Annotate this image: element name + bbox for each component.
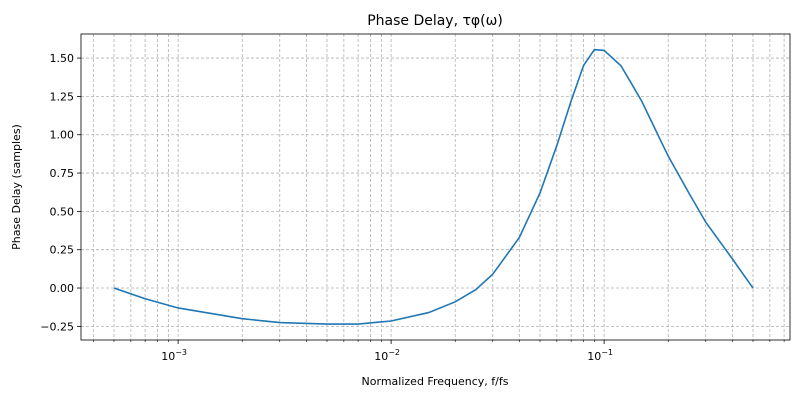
x-tick-label: 10−1 bbox=[587, 348, 613, 363]
x-tick-base: 10 bbox=[374, 350, 388, 363]
chart-title: Phase Delay, τφ(ω) bbox=[367, 13, 503, 29]
x-tick-exponent: −3 bbox=[175, 348, 187, 357]
data-line bbox=[113, 48, 754, 325]
y-tick-label: 1.50 bbox=[50, 52, 75, 65]
x-tick-label: 10−2 bbox=[374, 348, 400, 363]
x-tick-base: 10 bbox=[161, 350, 175, 363]
x-tick-base: 10 bbox=[587, 350, 601, 363]
x-tick-exponent: −2 bbox=[388, 348, 400, 357]
y-axis-label: Phase Delay (samples) bbox=[10, 124, 23, 250]
x-tick-exponent: −1 bbox=[601, 348, 613, 357]
y-tick-label: 0.25 bbox=[50, 244, 75, 257]
x-axis-label: Normalized Frequency, f/fs bbox=[362, 375, 509, 388]
y-tick-label: 0.75 bbox=[50, 167, 75, 180]
y-tick-label: 0.00 bbox=[50, 282, 75, 295]
y-tick-label: 0.50 bbox=[50, 205, 75, 218]
plot-frame bbox=[80, 33, 791, 341]
y-tick-label: −0.25 bbox=[40, 320, 74, 333]
x-tick-label: 10−3 bbox=[161, 348, 187, 363]
y-tick-label: 1.00 bbox=[50, 129, 75, 142]
y-tick-label: 1.25 bbox=[50, 90, 75, 103]
